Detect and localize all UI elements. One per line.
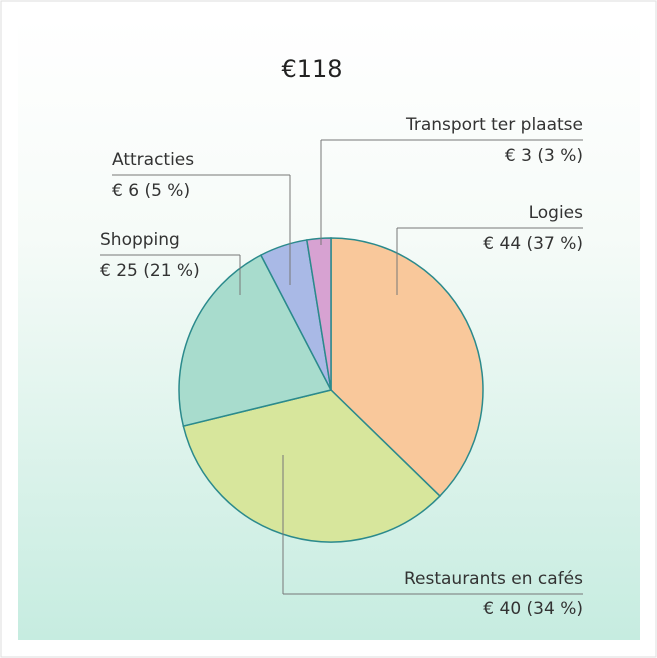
chart-title: €118 — [281, 55, 342, 83]
slice-label: Transport ter plaatse — [405, 115, 583, 135]
leader-line — [320, 139, 583, 245]
pie-slice — [330, 237, 484, 498]
slice-label: Attracties — [112, 150, 194, 170]
slice-label: Restaurants en cafés — [404, 569, 583, 589]
slice-label: Logies — [529, 203, 584, 223]
slice-label: Shopping — [100, 230, 180, 250]
slice-value-label: € 25 (21 %) — [100, 261, 200, 281]
leader-line — [396, 227, 583, 295]
leader-line — [112, 174, 291, 285]
pie-slice — [305, 237, 332, 391]
leader-line — [100, 254, 241, 295]
slice-value-label: € 6 (5 %) — [112, 181, 190, 201]
slice-value-label: € 3 (3 %) — [505, 146, 583, 166]
pie-slice — [178, 254, 333, 427]
slice-value-label: € 44 (37 %) — [483, 234, 583, 254]
pie-slice — [182, 389, 441, 543]
slice-value-label: € 40 (34 %) — [483, 599, 583, 619]
leader-line — [282, 455, 583, 595]
